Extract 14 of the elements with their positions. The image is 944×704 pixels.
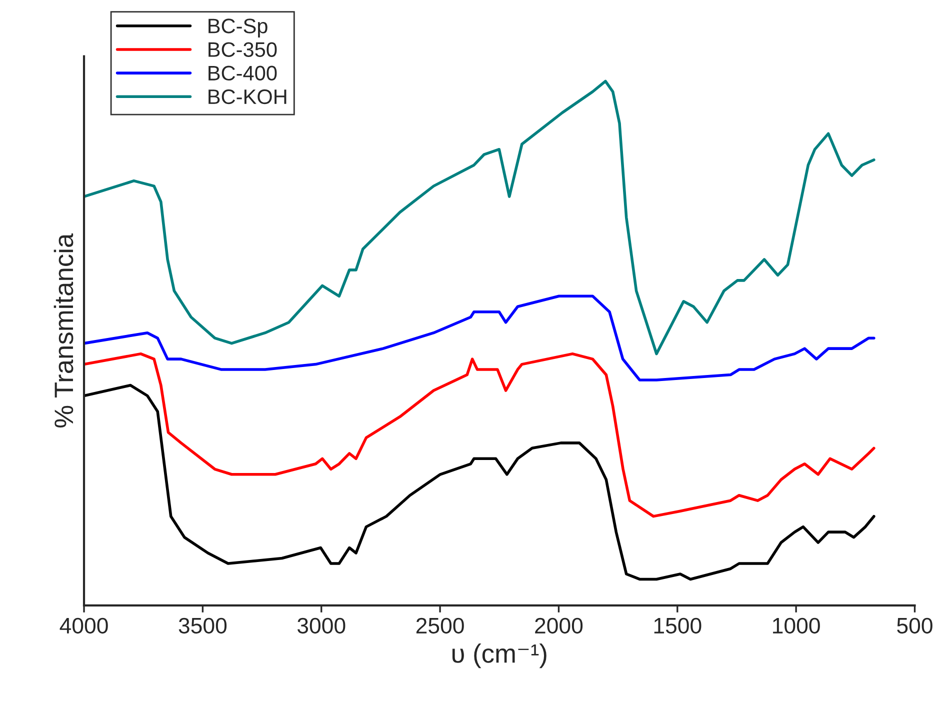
legend-label: BC-Sp [208, 18, 268, 38]
legend-label: BC-KOH [208, 89, 286, 104]
x-tick-label: 3500 [178, 618, 227, 634]
x-tick-label: 3000 [297, 618, 346, 634]
x-tick-label: 4000 [60, 618, 108, 634]
x-tick-label: 1500 [654, 618, 702, 634]
x-tick-label: 2000 [535, 618, 583, 634]
y-axis-title: % Transmitancia [54, 233, 74, 428]
x-tick-label: 500 [897, 618, 932, 634]
legend-label: BC-400 [208, 66, 277, 81]
x-tick-label: 1000 [773, 618, 820, 634]
legend-label: BC-350 [208, 42, 277, 57]
x-axis-title: υ (cm⁻¹) [452, 644, 546, 668]
x-tick-label: 2500 [416, 618, 464, 634]
